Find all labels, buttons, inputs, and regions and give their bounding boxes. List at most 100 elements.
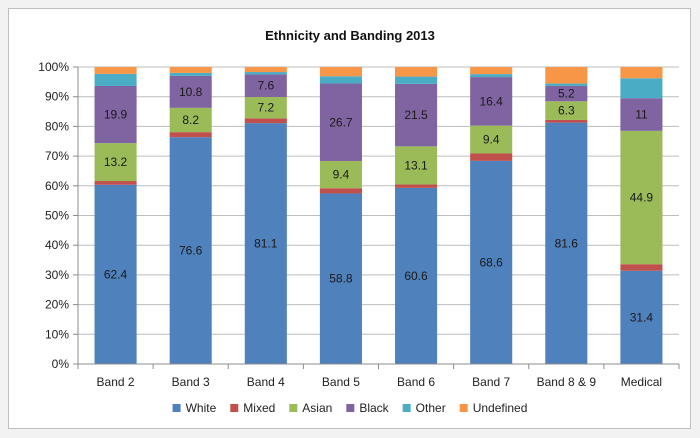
data-label: 19.9	[104, 108, 128, 122]
bar-segment-asian	[94, 143, 137, 182]
x-tick-label: Band 8 & 9	[537, 375, 597, 389]
data-label: 13.1	[404, 158, 428, 172]
y-axis: 0% 10% 20% 30% 40% 50% 60% 70% 80% 90% 100%	[38, 60, 79, 371]
legend-swatch-asian	[289, 404, 298, 412]
data-label: 5.2	[558, 87, 575, 101]
bar-segment-mixed	[395, 184, 438, 188]
gridlines	[78, 66, 679, 365]
legend-swatch-black	[346, 404, 355, 412]
data-label: 31.4	[630, 310, 654, 324]
chart-svg: Ethnicity and Banding 2013 0% 10% 20% 30% 40…	[38, 28, 680, 415]
data-label: 58.8	[329, 272, 353, 286]
x-tick-label: Band 2	[97, 375, 135, 389]
y-tick-label: 0%	[52, 357, 70, 371]
bar-segment-asian	[319, 160, 362, 189]
x-tick-label: Medical	[621, 375, 662, 389]
x-tick-label: Band 6	[397, 375, 435, 389]
legend-label: Undefined	[473, 401, 528, 415]
bar-segment-black	[319, 83, 362, 161]
bar-segment-white	[620, 270, 663, 364]
y-tick-label: 90%	[45, 90, 69, 104]
legend-swatch-undefined	[459, 404, 468, 412]
bar-segment-black	[94, 85, 137, 144]
bar-segment-white	[94, 184, 137, 364]
x-axis: Band 2 Band 3 Band 4 Band 5 Band 6 Band 7 Band…	[77, 363, 680, 389]
data-label: 8.2	[182, 113, 199, 127]
data-labels: 62.4 13.2 19.9 76.6 8.2 10.8 81.1 7.2 7.6 58.8 9.4…	[104, 79, 654, 325]
y-tick-label: 100%	[38, 60, 69, 74]
bar-segment-white	[470, 160, 513, 364]
bar-segment-other	[319, 76, 362, 84]
bar-segment-undefined	[244, 67, 287, 73]
chart-area: Ethnicity and Banding 2013 0% 10% 20% 30% 40…	[8, 8, 691, 429]
x-tick-label: Band 4	[247, 375, 285, 389]
bar-segment-other	[244, 72, 287, 75]
bar-segment-mixed	[169, 132, 212, 138]
bar-segment-black	[620, 98, 663, 131]
bar-segment-other	[395, 76, 438, 84]
chart-title: Ethnicity and Banding 2013	[265, 28, 435, 43]
bar-segment-undefined	[94, 67, 137, 74]
bar-segment-white	[545, 122, 588, 364]
bar-segment-other	[620, 78, 663, 99]
legend-swatch-other	[402, 404, 411, 412]
x-tick-label: Band 5	[322, 375, 360, 389]
bar-segment-asian	[169, 107, 212, 133]
data-label: 9.4	[333, 168, 350, 182]
bar-segment-mixed	[319, 188, 362, 194]
data-label: 13.2	[104, 155, 128, 169]
legend-label: Asian	[302, 401, 332, 415]
bar-segment-white	[319, 193, 362, 364]
data-label: 81.6	[555, 236, 579, 250]
bar-segment-white	[244, 123, 287, 365]
legend-label: Black	[359, 401, 389, 415]
x-tick-label: Band 7	[472, 375, 510, 389]
data-label: 6.3	[558, 104, 575, 118]
bars	[94, 67, 663, 365]
data-label: 16.4	[480, 94, 504, 108]
bar-segment-black	[244, 74, 287, 97]
bar-segment-asian	[470, 125, 513, 154]
bar-segment-undefined	[395, 67, 438, 77]
bar-segment-undefined	[620, 67, 663, 79]
legend-label: Mixed	[243, 401, 275, 415]
data-label: 62.4	[104, 267, 128, 281]
bar-segment-white	[395, 187, 438, 364]
legend: White Mixed Asian Black Other Undefined	[172, 401, 528, 415]
bar-segment-mixed	[94, 181, 137, 185]
bar-segment-other	[94, 73, 137, 86]
data-label: 26.7	[329, 115, 353, 129]
y-tick-label: 60%	[45, 179, 69, 193]
bar-segment-black	[470, 77, 513, 126]
bar-segment-white	[169, 137, 212, 364]
bar-segment-black	[545, 85, 588, 102]
data-label: 7.2	[257, 101, 274, 115]
bar-segment-other	[545, 83, 588, 86]
data-label: 9.4	[483, 133, 500, 147]
data-label: 10.8	[179, 85, 203, 99]
bar-segment-asian	[545, 101, 588, 120]
bar-segment-black	[395, 83, 438, 147]
data-label: 21.5	[404, 108, 428, 122]
bar-segment-asian	[620, 130, 663, 265]
bar-segment-black	[169, 75, 212, 108]
y-tick-label: 80%	[45, 119, 69, 133]
bar-segment-asian	[244, 96, 287, 119]
data-label: 60.6	[404, 269, 428, 283]
bar-segment-undefined	[545, 67, 588, 84]
x-tick-label: Band 3	[172, 375, 210, 389]
data-label: 44.9	[630, 191, 654, 205]
legend-label: Other	[416, 401, 446, 415]
y-tick-label: 10%	[45, 327, 69, 341]
y-tick-label: 20%	[45, 298, 69, 312]
data-label: 68.6	[480, 255, 504, 269]
bar-segment-other	[169, 72, 212, 76]
legend-swatch-mixed	[230, 404, 239, 412]
bar-segment-undefined	[319, 67, 362, 77]
y-tick-label: 40%	[45, 238, 69, 252]
data-label: 76.6	[179, 244, 203, 258]
legend-label: White	[186, 401, 217, 415]
data-label: 11	[635, 108, 648, 122]
bar-segment-undefined	[470, 67, 513, 75]
legend-swatch-white	[172, 404, 181, 412]
